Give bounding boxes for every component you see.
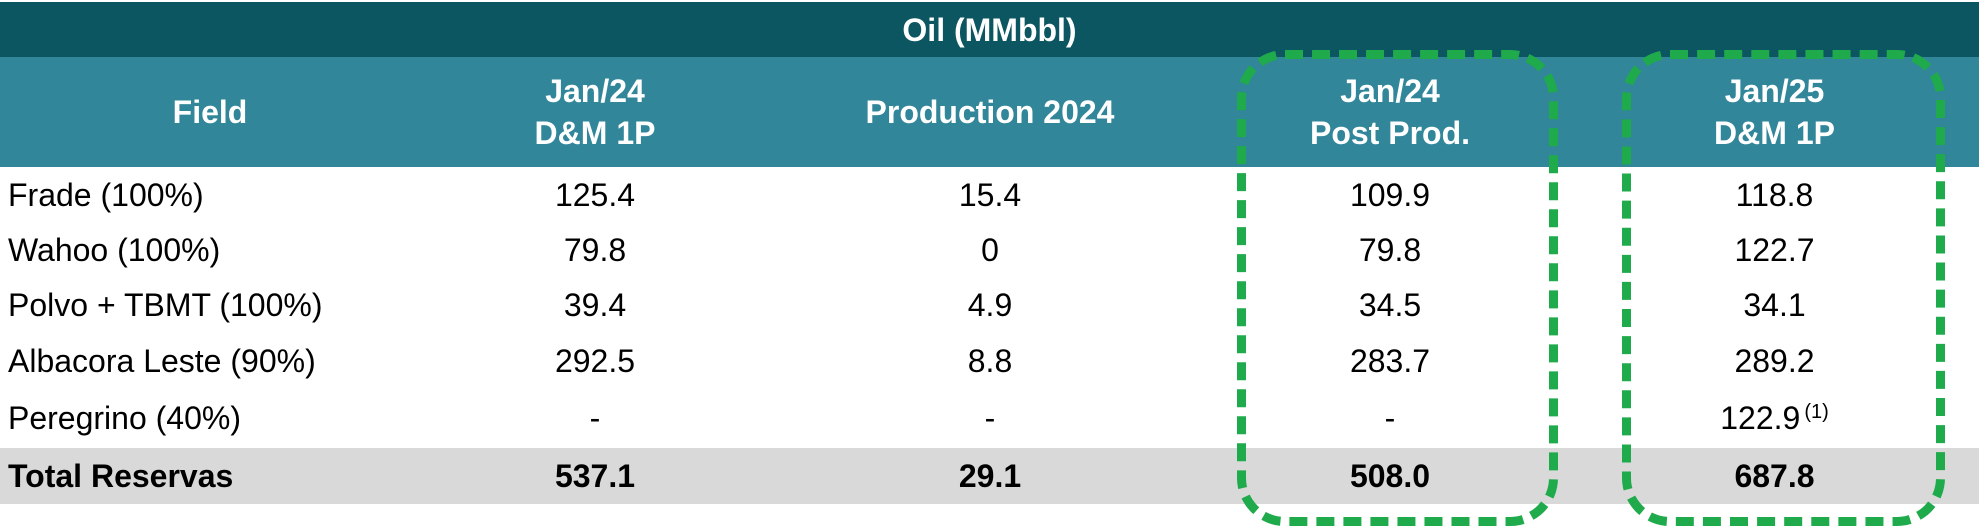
cell-text: 283.7 [1349, 342, 1431, 379]
cell-value: 79.8 [420, 223, 770, 278]
total-value: 687.8 [1734, 457, 1815, 494]
cell-text: - [984, 400, 996, 436]
column-header: Production 2024 [770, 57, 1210, 167]
header-line: Jan/24 [1340, 73, 1440, 109]
cell-text: 39.4 [563, 287, 627, 323]
cell-text: Polvo + TBMT (100%) [8, 287, 323, 323]
cell-value: 34.1 [1570, 278, 1979, 333]
cell-text: Wahoo (100%) [8, 232, 221, 268]
total-value: 29.1 [958, 457, 1022, 494]
cell-text: 118.8 [1735, 176, 1814, 213]
cell-value: 39.4 [420, 278, 770, 333]
header-line: Jan/25 [1724, 73, 1825, 109]
cell-text: - [589, 400, 601, 436]
cell-text: 122.9 [1720, 400, 1801, 436]
cell-text: 34.5 [1358, 287, 1422, 323]
cell-text: Frade (100%) [8, 176, 204, 213]
cell-text: - [1384, 400, 1396, 436]
cell-value: 289.2 [1570, 333, 1979, 389]
column-header: Field [0, 57, 420, 167]
cell-text: 8.8 [967, 342, 1013, 379]
cell-text: 79.8 [1358, 232, 1422, 268]
cell-value: - [770, 389, 1210, 448]
footnote-marker: (1) [1804, 401, 1829, 423]
cell-text: 122.7 [1734, 232, 1815, 268]
cell-text: Albacora Leste (90%) [8, 342, 316, 379]
cell-value: - [1210, 389, 1570, 448]
cell-value: 4.9 [770, 278, 1210, 333]
cell-value: 15.4 [770, 167, 1210, 223]
column-header: Jan/24 D&M 1P [420, 57, 770, 167]
cell-value: 292.5 [420, 333, 770, 389]
cell-value: 109.9 [1210, 167, 1570, 223]
total-value: 508.0 [1349, 457, 1431, 494]
cell-text: 0 [981, 232, 999, 268]
cell-text: 34.1 [1743, 287, 1806, 323]
cell-text: 79.8 [563, 232, 627, 268]
row-label: Peregrino (40%) [0, 389, 428, 448]
cell-value: 34.5 [1210, 278, 1570, 333]
cell-value: 8.8 [770, 333, 1210, 389]
cell-value: 125.4 [420, 167, 770, 223]
cell-value: 79.8 [1210, 223, 1570, 278]
header-line: Post Prod. [1309, 115, 1470, 151]
row-label: Frade (100%) [0, 167, 428, 223]
cell-value: 283.7 [1210, 333, 1570, 389]
cell-value: 122.7 [1570, 223, 1979, 278]
cell-text: 4.9 [967, 287, 1013, 323]
cell-value: 118.8 [1570, 167, 1979, 223]
row-label: Wahoo (100%) [0, 223, 428, 278]
cell-text: 15.4 [958, 176, 1022, 213]
cell-value: - [420, 389, 770, 448]
total-label: Total Reservas [8, 457, 234, 494]
total-value: 537.1 [554, 457, 636, 494]
cell-value: 122.9 (1) [1570, 389, 1979, 448]
cell-text: 125.4 [554, 176, 636, 213]
header-line: Jan/24 [545, 73, 645, 109]
header-line: D&M 1P [1714, 115, 1835, 151]
column-header: Jan/24 Post Prod. [1210, 57, 1570, 167]
cell-text: 289.2 [1734, 342, 1815, 379]
header-line: D&M 1P [534, 115, 656, 151]
row-label: Albacora Leste (90%) [0, 333, 428, 389]
header-line: Production 2024 [865, 94, 1115, 130]
cell-text: Peregrino (40%) [8, 400, 241, 436]
header-line: Field [172, 94, 248, 130]
cell-value: 0 [770, 223, 1210, 278]
highlight-box [1237, 50, 1558, 526]
table-title: Oil (MMbbl) [902, 11, 1077, 48]
highlight-box [1622, 50, 1945, 526]
row-label: Polvo + TBMT (100%) [0, 278, 428, 333]
column-header: Jan/25 D&M 1P [1570, 57, 1979, 167]
cell-text: 109.9 [1349, 176, 1431, 213]
title-band [0, 2, 1979, 57]
cell-text: 292.5 [554, 342, 636, 379]
